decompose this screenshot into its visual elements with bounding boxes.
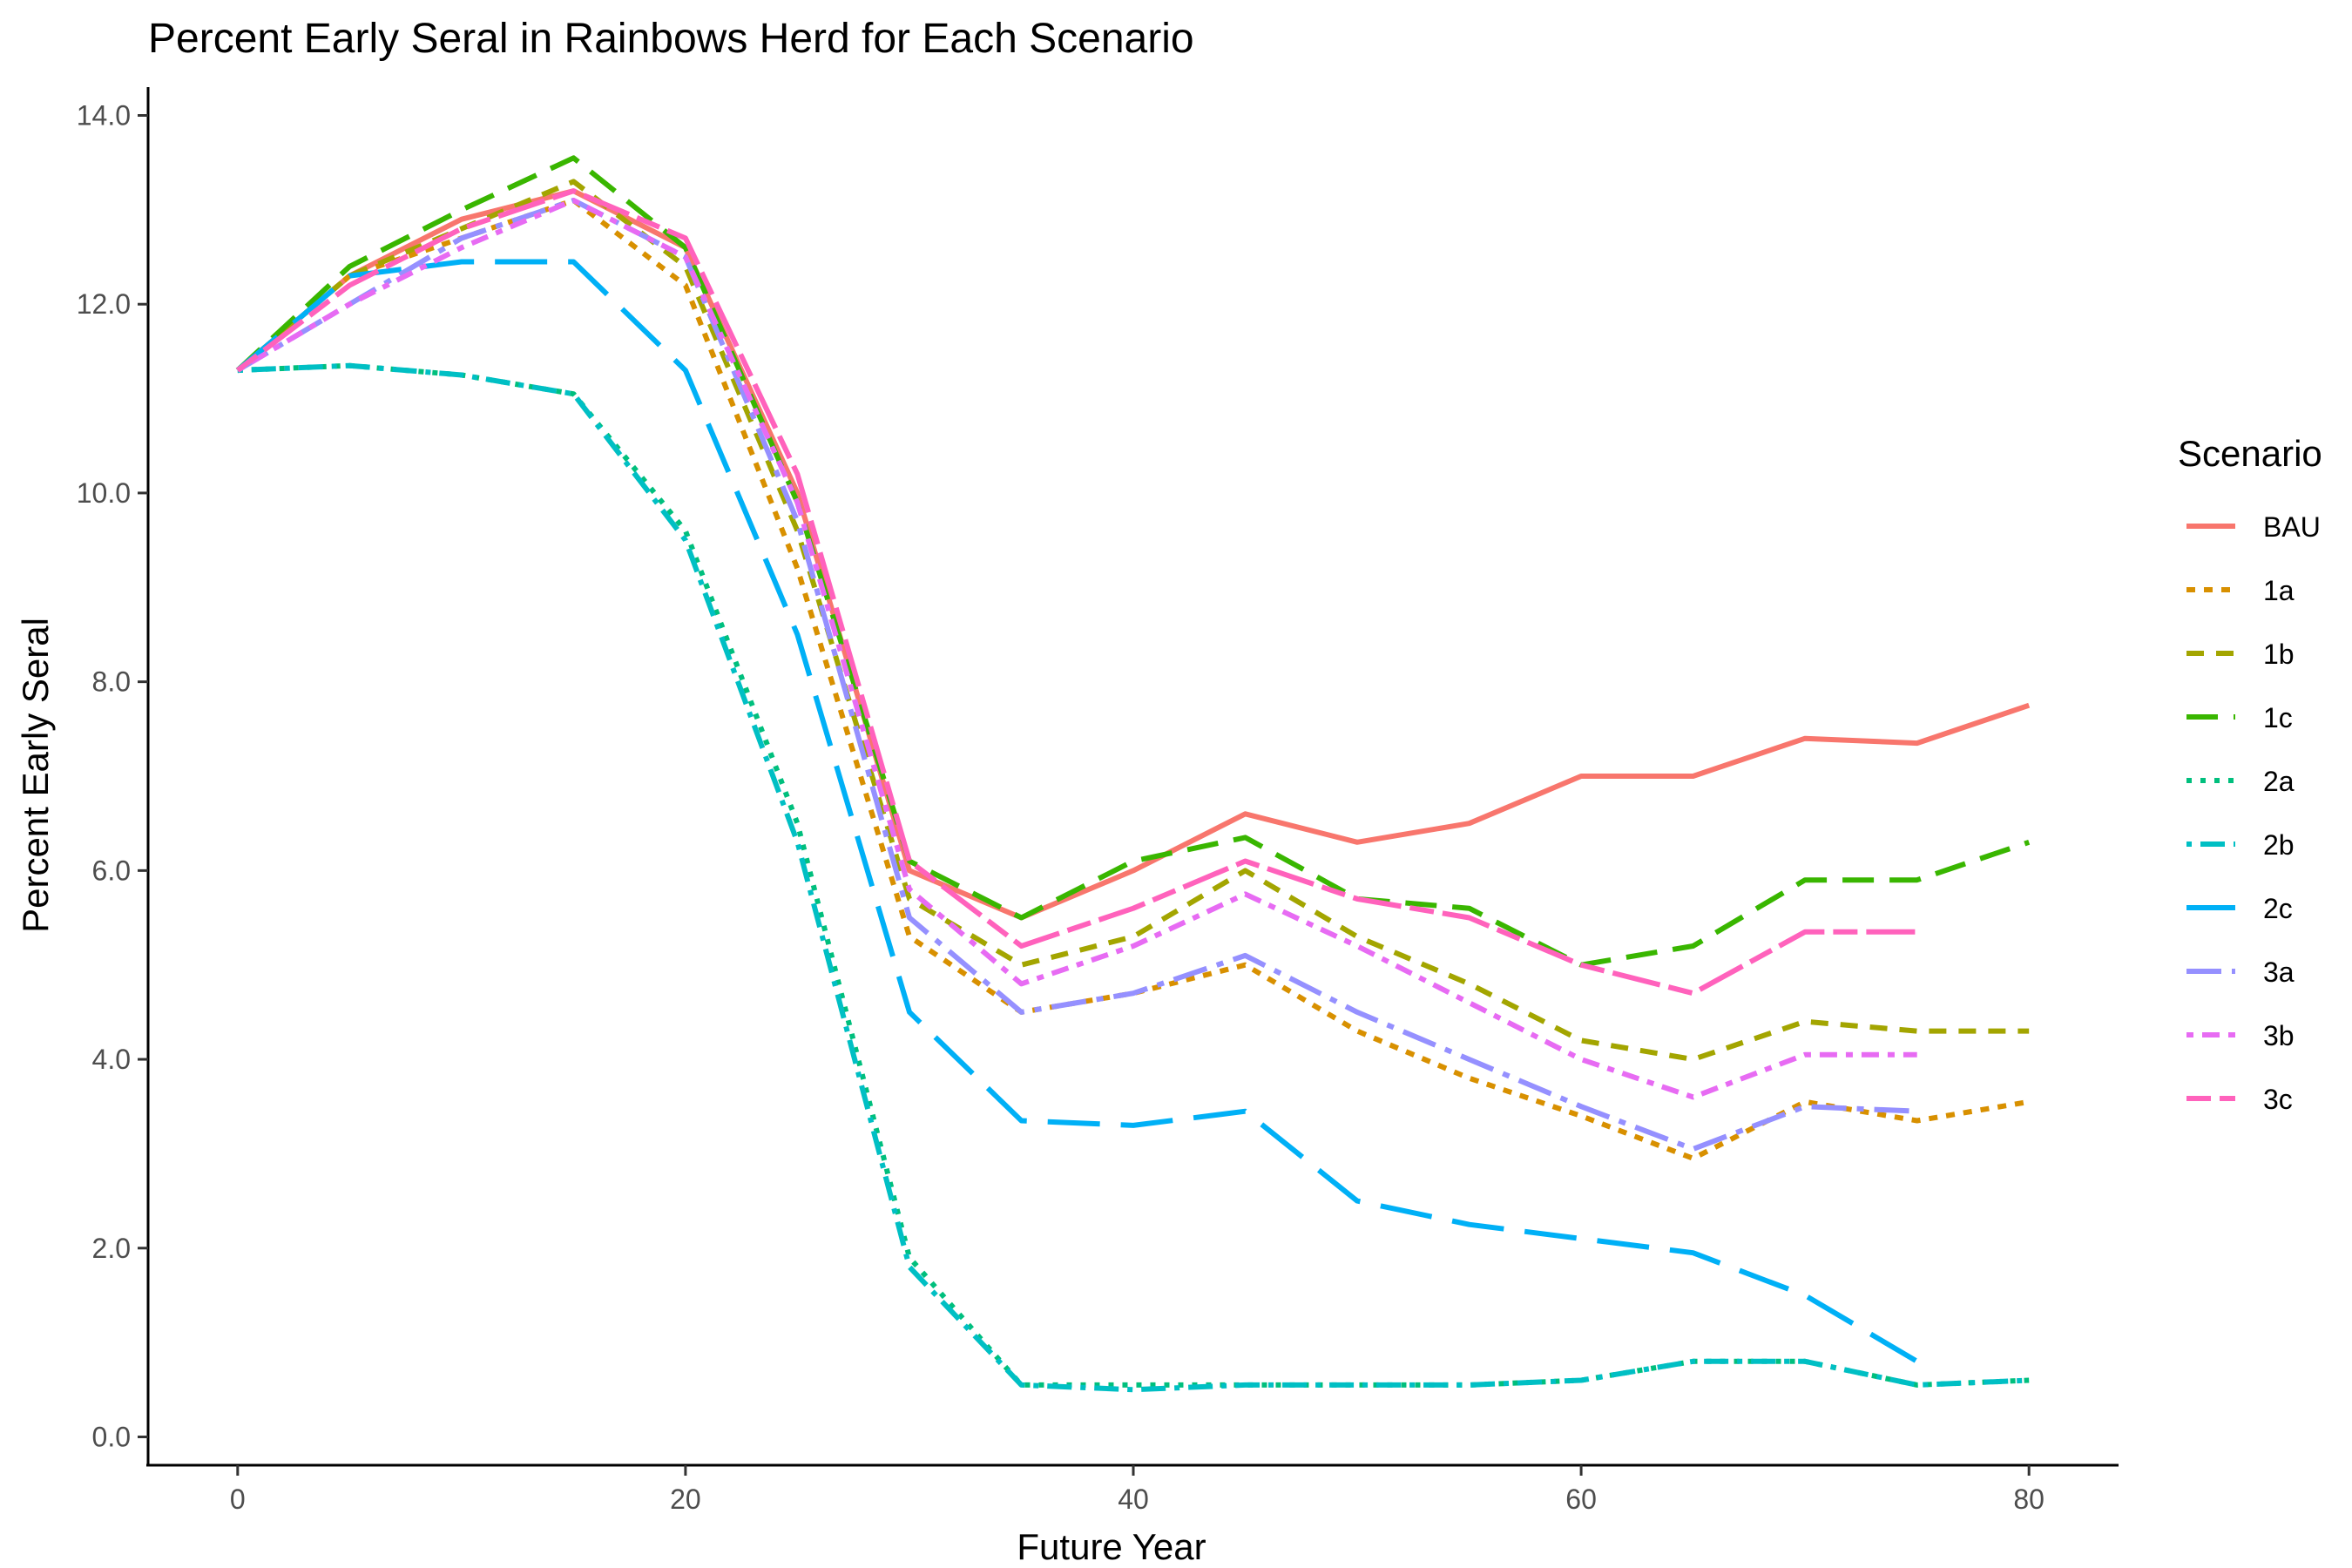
legend-label-3a: 3a xyxy=(2263,956,2295,988)
series-line-bau xyxy=(235,188,2031,921)
y-tick-label: 0.0 xyxy=(92,1421,131,1452)
legend-label-3c: 3c xyxy=(2263,1084,2293,1115)
series-line-1b xyxy=(235,179,2030,1063)
y-tick-label: 8.0 xyxy=(92,666,131,698)
chart-title: Percent Early Seral in Rainbows Herd for… xyxy=(148,16,1194,62)
y-tick-label: 4.0 xyxy=(92,1044,131,1075)
series-line-3c xyxy=(235,188,1917,997)
series-layer xyxy=(235,155,2031,1393)
series-line-2a xyxy=(237,362,2030,1388)
legend: Scenario BAU 1a 1b 1c 2a 2b 2c 3a 3b 3c xyxy=(2178,433,2322,1115)
legend-label-2a: 2a xyxy=(2263,766,2295,797)
y-tick-label: 10.0 xyxy=(77,477,131,509)
legend-label-2b: 2b xyxy=(2263,829,2295,861)
series-line-1a xyxy=(235,198,2030,1161)
legend-label-bau: BAU xyxy=(2263,511,2321,543)
y-tick-label: 2.0 xyxy=(92,1233,131,1264)
series-line-2c xyxy=(235,259,1919,1364)
y-tick-label: 14.0 xyxy=(77,100,131,132)
x-tick-label: 0 xyxy=(230,1484,246,1515)
y-axis-title: Percent Early Seral xyxy=(15,618,56,933)
x-tick-label: 40 xyxy=(1118,1484,1149,1515)
legend-title: Scenario xyxy=(2178,433,2322,474)
x-tick-label: 60 xyxy=(1565,1484,1597,1515)
series-line-1c xyxy=(235,155,2031,968)
legend-label-3b: 3b xyxy=(2263,1020,2295,1051)
series-line-3b xyxy=(236,198,1917,1100)
y-tick-label: 12.0 xyxy=(77,288,131,320)
x-tick-label: 80 xyxy=(2013,1484,2044,1515)
series-line-2b xyxy=(237,362,2030,1393)
x-tick-label: 20 xyxy=(670,1484,701,1515)
series-line-3a xyxy=(236,198,1917,1152)
legend-label-1c: 1c xyxy=(2263,702,2293,733)
x-axis-title: Future Year xyxy=(1017,1526,1206,1567)
y-tick-label: 6.0 xyxy=(92,855,131,886)
legend-label-2c: 2c xyxy=(2263,893,2293,924)
axes xyxy=(146,87,2119,1467)
ticks: 0.0 2.0 4.0 6.0 8.0 10.0 12.0 14.0 0 20 40 60 80 xyxy=(77,100,2044,1515)
legend-label-1b: 1b xyxy=(2263,639,2295,670)
legend-label-1a: 1a xyxy=(2263,575,2295,606)
